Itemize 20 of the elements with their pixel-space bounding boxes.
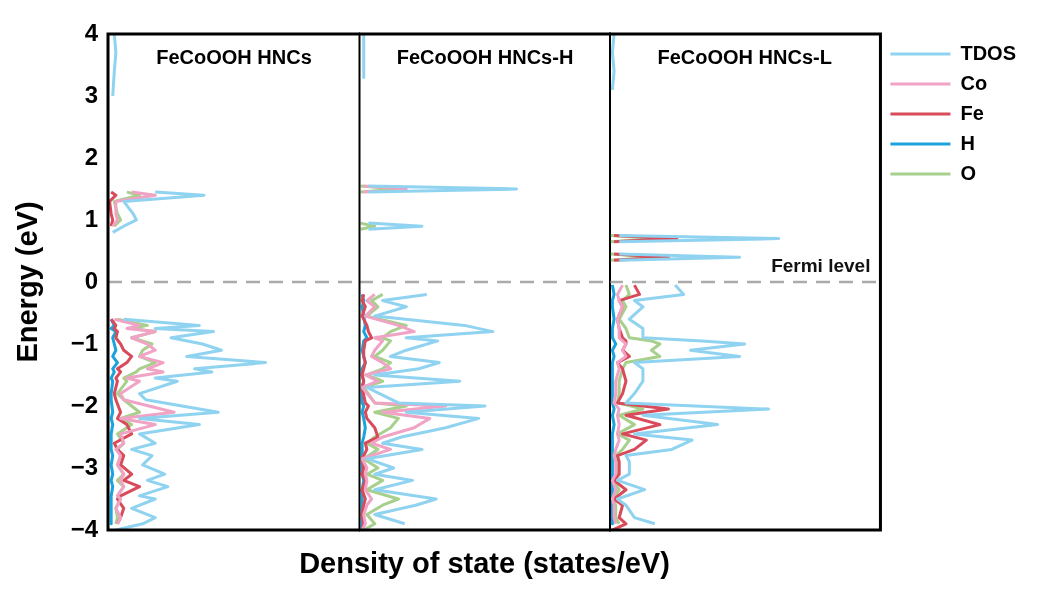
legend-label: TDOS [960,41,1017,64]
legend-label: Co [960,71,988,94]
y-axis-title: Energy (eV) [11,201,44,363]
text: FeCoOOH HNCs-H [396,45,573,68]
text: FeCoOOH HNCs-L [657,45,832,68]
y-tick-label: 1 [84,204,98,232]
y-tick-label: −2 [70,390,98,418]
legend-label: O [960,161,977,184]
x-axis-title: Density of state (states/eV) [299,546,670,580]
y-tick-label: −3 [70,452,98,480]
y-tick-label: 0 [84,266,98,294]
text: FeCoOOH HNCs [156,45,312,68]
ref-line-label: Fermi level [771,254,871,276]
legend-label: H [960,131,975,154]
y-tick-label: 3 [84,80,98,108]
y-tick-label: 2 [84,142,98,170]
y-tick-label: −4 [70,514,99,542]
y-tick-label: −1 [70,328,98,356]
y-tick-label: 4 [84,18,99,46]
legend-label: Fe [960,101,984,124]
